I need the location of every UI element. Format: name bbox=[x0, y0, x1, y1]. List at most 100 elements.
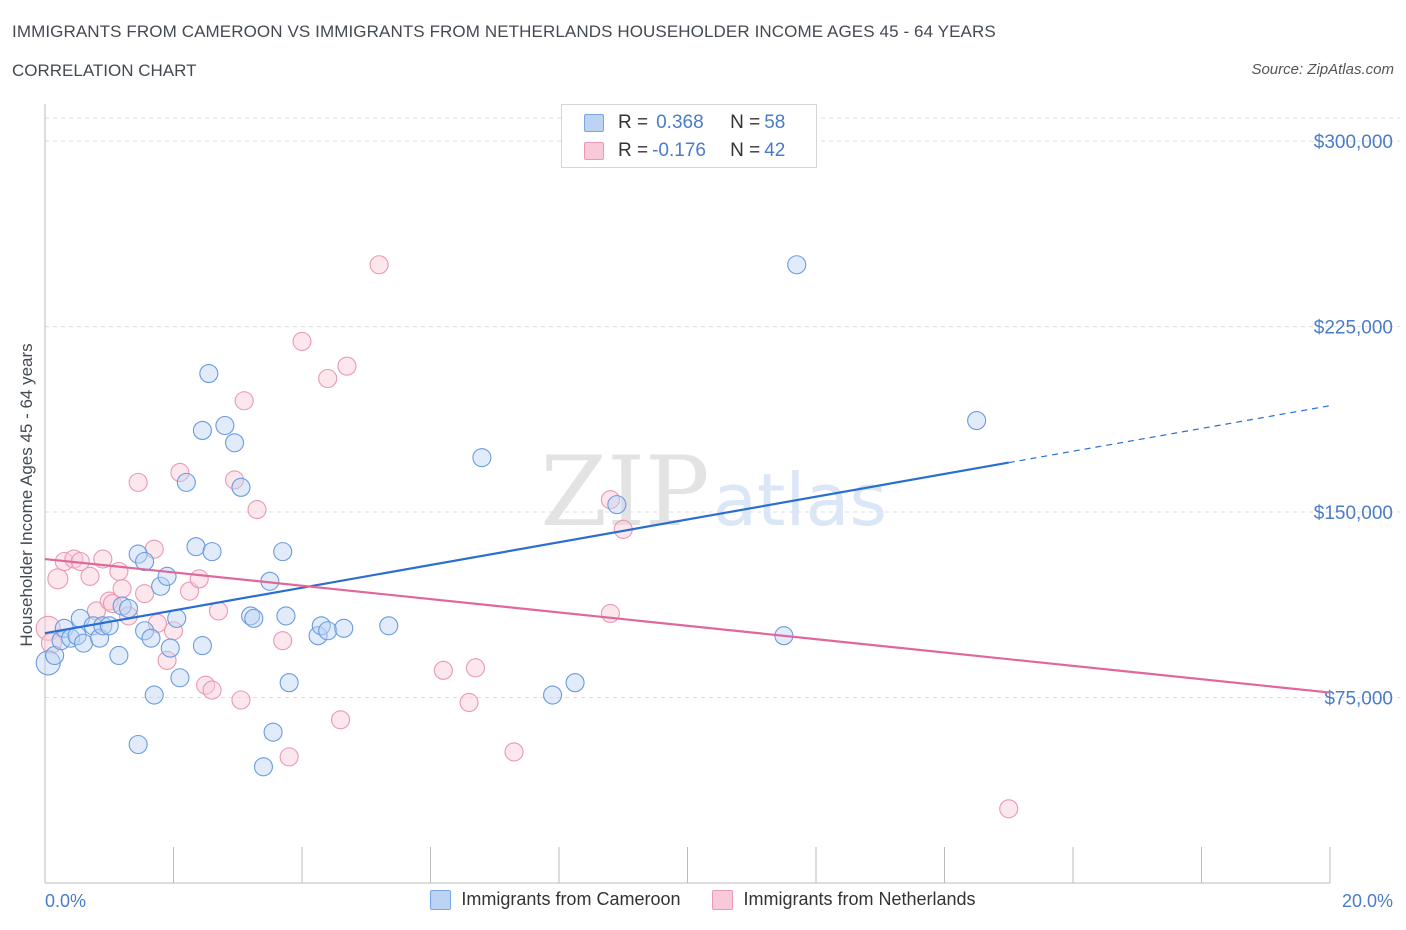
data-point bbox=[157, 650, 177, 670]
trend-line-netherlands bbox=[44, 557, 1331, 694]
legend-item-netherlands[interactable]: Immigrants from Netherlands bbox=[712, 889, 976, 910]
data-point bbox=[279, 747, 299, 767]
legend-label-cameroon: Immigrants from Cameroon bbox=[461, 889, 681, 909]
data-point bbox=[141, 628, 161, 648]
data-point bbox=[170, 462, 190, 483]
data-point bbox=[189, 569, 209, 589]
data-point bbox=[74, 633, 94, 653]
r-label: R = bbox=[618, 112, 649, 133]
watermark-zip: ZIP bbox=[540, 436, 709, 548]
data-point bbox=[160, 638, 180, 658]
data-point bbox=[135, 621, 155, 641]
data-point bbox=[787, 255, 807, 275]
n-label: N = bbox=[730, 112, 761, 133]
data-point bbox=[202, 542, 222, 562]
data-point bbox=[263, 722, 283, 742]
n-label: N = bbox=[730, 140, 761, 161]
data-point bbox=[118, 598, 139, 619]
data-point bbox=[109, 645, 129, 666]
legend-label-netherlands: Immigrants from Netherlands bbox=[743, 889, 976, 909]
data-point bbox=[279, 673, 299, 693]
legend-item-cameroon[interactable]: Immigrants from Cameroon bbox=[430, 889, 680, 910]
data-point bbox=[99, 616, 119, 636]
data-point bbox=[99, 591, 119, 611]
gridlines bbox=[45, 117, 1400, 699]
data-point bbox=[192, 420, 212, 440]
data-point bbox=[151, 576, 171, 596]
data-point bbox=[135, 551, 155, 572]
data-point bbox=[337, 356, 357, 376]
stats-row-cameroon: R = 0.368 N = 58 bbox=[584, 111, 785, 135]
data-point bbox=[231, 477, 251, 497]
data-point bbox=[967, 410, 987, 431]
x-tick-min: 0.0% bbox=[45, 891, 87, 911]
data-point bbox=[176, 472, 196, 492]
trend-line-cameroon bbox=[44, 461, 1009, 635]
data-point bbox=[231, 690, 251, 710]
data-point bbox=[369, 255, 389, 275]
data-point bbox=[128, 734, 148, 755]
trend-line-cameroon-extension bbox=[1008, 405, 1331, 464]
data-point bbox=[379, 616, 399, 636]
data-point bbox=[276, 606, 296, 626]
y-tick-label: $225,000 bbox=[1314, 318, 1393, 339]
stats-box: R = 0.368 N = 58 R = -0.176 N = 42 bbox=[561, 104, 817, 168]
legend-swatch-netherlands bbox=[712, 889, 734, 910]
data-point bbox=[253, 757, 274, 777]
y-axis-label: Householder Income Ages 45 - 64 years bbox=[17, 343, 36, 647]
data-point bbox=[135, 584, 155, 604]
data-point bbox=[472, 448, 492, 468]
data-point bbox=[224, 470, 245, 490]
n-value: 58 bbox=[764, 112, 786, 133]
data-point bbox=[241, 606, 261, 626]
data-point bbox=[600, 490, 620, 510]
data-point bbox=[234, 391, 254, 411]
data-point bbox=[273, 631, 293, 651]
source-credit: Source: ZipAtlas.com bbox=[1251, 61, 1394, 78]
data-point bbox=[199, 364, 219, 384]
r-value: 0.368 bbox=[656, 112, 704, 133]
data-point bbox=[186, 537, 206, 557]
chart-title: IMMIGRANTS FROM CAMEROON VS IMMIGRANTS F… bbox=[12, 22, 996, 41]
y-tick-label: $75,000 bbox=[1324, 689, 1393, 710]
data-point bbox=[318, 621, 338, 641]
axes bbox=[44, 104, 1331, 884]
data-point bbox=[504, 742, 524, 762]
y-tick-label: $300,000 bbox=[1314, 132, 1393, 153]
data-point bbox=[334, 618, 354, 638]
data-point bbox=[273, 542, 293, 562]
r-value: -0.176 bbox=[652, 140, 706, 161]
data-point bbox=[459, 692, 479, 713]
data-point bbox=[330, 710, 351, 730]
x-tick-max: 20.0% bbox=[1341, 891, 1393, 911]
n-value: 42 bbox=[764, 140, 786, 161]
y-tick-label: $150,000 bbox=[1314, 503, 1393, 524]
series-netherlands-points bbox=[35, 255, 1019, 819]
data-point bbox=[318, 368, 338, 389]
data-point bbox=[144, 685, 164, 705]
data-point bbox=[47, 568, 69, 590]
chart-subtitle: CORRELATION CHART bbox=[12, 61, 197, 80]
cameroon-swatch bbox=[584, 114, 604, 132]
data-point bbox=[565, 673, 585, 693]
data-point bbox=[292, 331, 312, 351]
data-point bbox=[112, 579, 132, 599]
data-point bbox=[215, 415, 235, 436]
data-point bbox=[244, 608, 264, 628]
data-point bbox=[128, 472, 148, 492]
data-point bbox=[600, 603, 620, 623]
y-tick-labels: $75,000 $150,000 $225,000 $300,000 bbox=[1314, 132, 1393, 709]
data-point bbox=[224, 433, 245, 453]
data-point bbox=[247, 500, 267, 520]
data-point bbox=[196, 675, 216, 695]
data-point bbox=[543, 685, 563, 705]
data-point bbox=[202, 680, 222, 700]
data-point bbox=[128, 544, 148, 564]
trend-lines bbox=[44, 405, 1331, 694]
data-point bbox=[999, 799, 1019, 819]
stats-row-netherlands: R = -0.176 N = 42 bbox=[584, 139, 785, 163]
data-point bbox=[433, 660, 453, 680]
data-point bbox=[80, 566, 100, 586]
legend: Immigrants from Cameroon Immigrants from… bbox=[0, 889, 1406, 910]
watermark: ZIP atlas bbox=[540, 436, 887, 548]
